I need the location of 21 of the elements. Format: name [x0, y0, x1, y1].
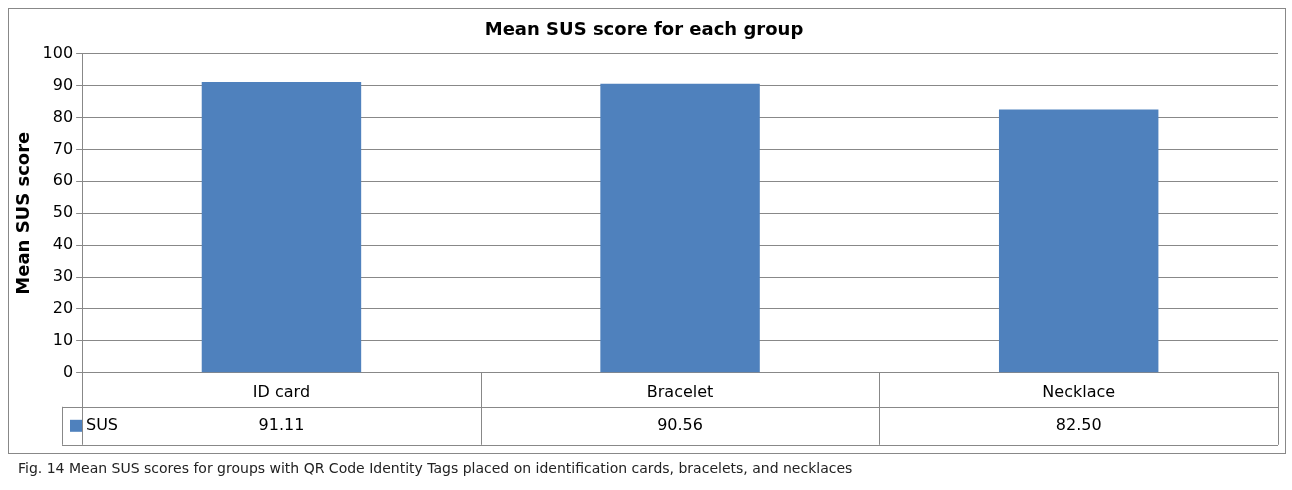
- y-tick-label: 100: [42, 42, 74, 62]
- y-tick-label: 30: [52, 266, 74, 286]
- chart-title: Mean SUS score for each group: [484, 18, 804, 40]
- y-tick-label: 50: [52, 202, 74, 222]
- y-tick-label: 80: [52, 106, 74, 126]
- y-tick-label: 40: [52, 234, 74, 254]
- data-label: 90.56: [657, 414, 703, 434]
- y-tick-label: 60: [52, 170, 74, 190]
- y-tick-label: 0: [62, 361, 74, 381]
- x-tick-label: ID card: [252, 381, 311, 401]
- y-tick-label: 70: [52, 138, 74, 158]
- caption: Fig. 14 Mean SUS scores for groups with QR Code Identity Tags placed on identification cards, bracelets, and necklaces: [18, 460, 853, 476]
- y-tick-label: 20: [52, 298, 74, 318]
- x-tick-label: Necklace: [1042, 381, 1116, 401]
- y-tick-label: 90: [52, 74, 74, 94]
- y-axis-title: Mean SUS score: [12, 131, 34, 295]
- data-label: 82.50: [1055, 414, 1102, 434]
- y-tick-label: 10: [52, 330, 74, 350]
- data-label: 91.11: [258, 414, 305, 434]
- x-tick-label: Bracelet: [646, 381, 714, 401]
- legend-label: SUS: [86, 414, 119, 434]
